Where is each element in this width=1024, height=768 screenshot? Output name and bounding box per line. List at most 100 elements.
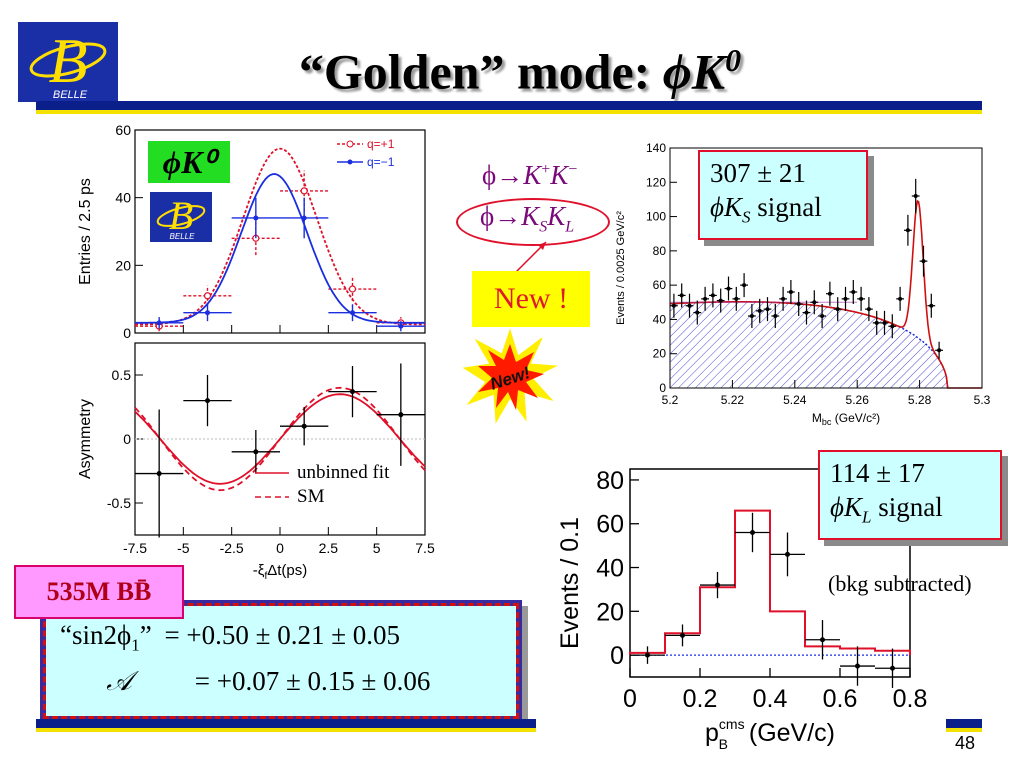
mbc-x-axis-label: Mbc (GeV/c²): [812, 411, 880, 427]
legend-marker: [347, 159, 353, 165]
background-area: [670, 301, 948, 388]
mbc-point: [820, 314, 825, 318]
y-tick-label: 20: [653, 347, 667, 361]
mbc-point: [835, 307, 840, 312]
belle-logo: B BELLE: [18, 22, 118, 102]
belle-logo-icon: B BELLE: [18, 22, 118, 102]
x-tick-label: 0.2: [683, 685, 718, 713]
data-point: [253, 215, 259, 221]
mbc-point: [765, 307, 770, 312]
dt-plots: 0 20 40 60 Entries / 2.5 ps -0.5 0 0.5 Asymmetry…: [77, 122, 435, 582]
x-tick-label: 5.2: [662, 393, 679, 407]
pb-point: [680, 632, 685, 638]
mbc-point: [734, 296, 739, 301]
ks-yield: 307 ± 21: [710, 158, 806, 188]
y-tick-label: -0.5: [107, 495, 131, 511]
y-tick-label: 60: [115, 122, 131, 138]
ks-signal-box: 307 ± 21 ϕKS signal: [698, 150, 868, 241]
lower-y-axis-label: Asymmetry: [77, 399, 94, 479]
y-tick-label: 40: [653, 312, 667, 326]
pb-x-axis-label: pcms B (GeV/c): [705, 716, 835, 752]
mbc-point: [913, 194, 918, 198]
mbc-point: [749, 314, 754, 318]
pb-histogram: [629, 509, 911, 656]
x-tick-label: -7.5: [123, 540, 147, 556]
y-tick-label: 80: [596, 467, 624, 495]
footer-stripe-left: [36, 719, 536, 732]
y-tick-label: 60: [596, 511, 624, 539]
pb-point: [785, 551, 790, 557]
asym-legend-label: unbinned fit: [297, 462, 390, 483]
mbc-point: [796, 302, 801, 306]
x-tick-label: 5.3: [974, 393, 991, 407]
mbc-point: [679, 293, 684, 298]
footer-stripe-right: [946, 719, 982, 732]
data-point: [300, 187, 308, 195]
asym-point: [253, 449, 259, 455]
kl-signal-box: 114 ± 17 ϕKL signal: [818, 450, 1002, 541]
new-burst-icon: New!: [462, 328, 558, 424]
legend-label: q=−1: [367, 155, 395, 169]
pb-point: [645, 652, 650, 658]
y-tick-label: 140: [646, 141, 666, 155]
mbc-point: [757, 308, 762, 313]
pb-point: [750, 529, 755, 535]
legend-label: q=+1: [367, 137, 395, 151]
x-tick-label: -5: [177, 540, 190, 556]
decay-kskl-ellipse: [456, 198, 610, 246]
asym-line: 𝒜 = +0.07 ± 0.15 ± 0.06: [106, 666, 431, 696]
y-tick-label: 0: [123, 325, 131, 341]
mbc-point: [874, 320, 879, 325]
header-stripe: [36, 101, 982, 114]
mbc-point: [773, 314, 778, 318]
y-tick-label: 0: [659, 381, 666, 395]
y-tick-label: 20: [115, 257, 131, 273]
asym-sm-curve: [134, 386, 426, 492]
data-point: [350, 310, 355, 316]
x-axis-label: -ξfΔt(ps): [253, 562, 308, 582]
pb-point: [890, 665, 895, 671]
y-tick-label: 40: [596, 555, 624, 583]
x-tick-label: 5.28: [908, 393, 932, 407]
mbc-point: [851, 290, 856, 294]
mbc-point: [929, 303, 934, 308]
y-tick-label: 0: [610, 642, 624, 670]
asym-point: [301, 423, 307, 429]
sample-size-badge: 535M BB̄: [14, 565, 184, 619]
asym-point: [205, 398, 210, 404]
y-tick-label: 100: [646, 210, 666, 224]
data-point: [203, 292, 212, 300]
asym-point: [350, 389, 355, 395]
mbc-point: [921, 259, 926, 264]
pb-plot: 0 20 40 60 80 0 0.2 0.4 0.6 0.8 Events / 0.1 pcms B …: [556, 467, 928, 752]
mbc-point: [695, 310, 700, 315]
pb-point: [820, 637, 825, 643]
mbc-point: [687, 303, 692, 308]
x-tick-label: 0: [276, 540, 284, 556]
y-tick-label: 40: [115, 190, 131, 206]
x-tick-label: 5.24: [783, 393, 807, 407]
decay-kskl: ϕ→KSKL: [480, 201, 575, 236]
mbc-point: [671, 303, 676, 308]
belle-logo-letter: B: [48, 25, 87, 96]
y-tick-label: 0: [123, 431, 131, 447]
mbc-point: [718, 298, 723, 303]
legend-marker: [346, 140, 354, 148]
x-tick-label: 5: [373, 540, 381, 556]
pb-point: [855, 663, 860, 669]
x-tick-label: 0.8: [893, 685, 928, 713]
inset-belle-logo: B BELLE: [150, 192, 212, 242]
mbc-point: [726, 286, 731, 291]
mbc-point: [827, 291, 832, 296]
mbc-point: [898, 296, 903, 301]
pb-point: [715, 582, 720, 588]
data-point: [156, 320, 162, 326]
y-tick-label: 60: [653, 278, 667, 292]
x-tick-label: 0.6: [823, 685, 858, 713]
bkg-subtracted-note: (bkg subtracted): [828, 571, 972, 596]
x-tick-label: 0: [623, 685, 637, 713]
data-point: [348, 285, 357, 293]
new-arrow: [513, 241, 547, 275]
x-tick-label: -2.5: [220, 540, 244, 556]
svg-text:B: B: [169, 193, 193, 238]
